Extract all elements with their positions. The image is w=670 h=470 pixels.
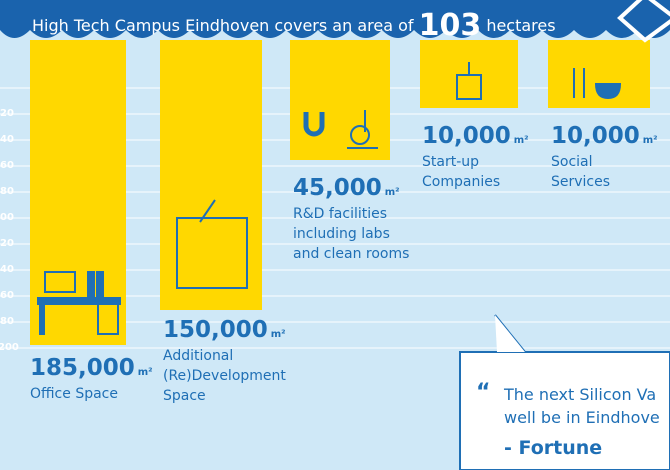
quote-source: - Fortune	[504, 437, 603, 459]
axis-label: 00	[0, 212, 14, 223]
item-label: R&D facilities	[293, 206, 388, 222]
item-unit: m²	[642, 135, 658, 146]
item-value: 150,000	[163, 317, 268, 343]
item-value: 10,000	[422, 123, 511, 149]
title-unit: hectares	[486, 16, 556, 35]
item: 150,000 m² Additional (Re)Development Space	[163, 317, 286, 406]
item-label: Space	[163, 388, 206, 404]
highlight: 103	[418, 8, 482, 43]
axis-label: 200	[0, 342, 19, 353]
item-unit: m²	[384, 187, 400, 198]
axis-label: 20	[0, 108, 14, 119]
item-value: 45,000	[293, 175, 382, 201]
item-label: Social	[551, 154, 593, 170]
quote-line: well be in Eindhove	[504, 408, 660, 427]
item: 10,000 m² Start-up Companies	[422, 123, 529, 192]
item-value: 10,000	[551, 123, 640, 149]
axis-label: 40	[0, 264, 14, 275]
item-label: Start-up	[422, 154, 480, 170]
item-label: Additional	[163, 348, 234, 364]
title: High Tech Campus Eindhoven covers an are…	[32, 8, 556, 43]
axis-label: 80	[0, 186, 14, 197]
item-label: Companies	[422, 174, 501, 190]
item-unit: m²	[270, 329, 286, 340]
axis-label: 40	[0, 134, 14, 145]
item-unit: m²	[513, 135, 529, 146]
item-label: including labs	[293, 226, 390, 242]
title-text: High Tech Campus Eindhoven covers an are…	[32, 16, 414, 35]
axis-label: 60	[0, 160, 14, 171]
item-label: and clean rooms	[293, 246, 410, 262]
item-label: (Re)Development	[163, 368, 286, 384]
item: 45,000 m² R&D facilities including labs and …	[293, 175, 409, 264]
item-unit: m²	[137, 367, 153, 378]
item-value: 185,000	[30, 355, 135, 381]
item: 10,000 m² Social Services	[551, 123, 658, 192]
axis-label: 80	[0, 316, 14, 327]
item: 185,000 m² Office Space	[30, 355, 153, 404]
item-label: Office Space	[30, 386, 118, 402]
item-label: Services	[551, 174, 611, 190]
quote-line: The next Silicon Va	[504, 385, 657, 404]
quote: “The next Silicon Va well be in Eindhove -…	[476, 380, 660, 459]
axis-label: 60	[0, 290, 14, 301]
axis-label: 20	[0, 238, 14, 249]
